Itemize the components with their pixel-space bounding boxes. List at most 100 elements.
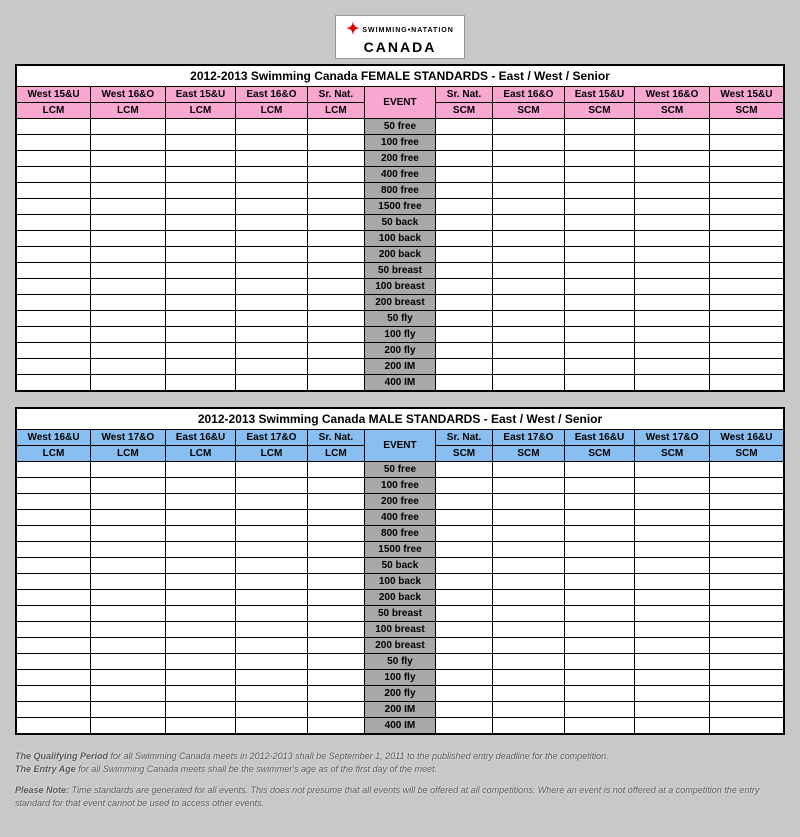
cell: 1:10.07: [564, 622, 635, 638]
cell: 2:16.04: [709, 590, 784, 606]
cell: 56.79: [307, 670, 364, 686]
cell: 2:25.90: [236, 247, 307, 263]
col-subheader: LCM: [16, 446, 91, 462]
cell: 25.97: [307, 654, 364, 670]
cell: 2:13.70: [236, 702, 307, 718]
cell: 200 breast: [365, 295, 436, 311]
cell: 9:06.08: [236, 526, 307, 542]
cell: 2:15.68: [236, 686, 307, 702]
cell: 1:00.67: [564, 574, 635, 590]
col-subheader: LCM: [307, 103, 364, 119]
cell: 1:07.70: [236, 231, 307, 247]
cell: 18:48.51: [165, 199, 236, 215]
cell: 36.74: [91, 263, 166, 279]
logo: ✦ SWIMMING•NATATION CANADA: [15, 15, 785, 59]
cell: 2:20.25: [16, 686, 91, 702]
cell: 2:11.46: [91, 151, 166, 167]
cell: 1:06.28: [493, 231, 564, 247]
cell: 1:10.07: [635, 622, 710, 638]
cell: 2:24.04: [307, 638, 364, 654]
table-title: 2012-2013 Swimming Canada MALE STANDARDS…: [16, 408, 784, 430]
col-header: Sr. Nat.: [435, 430, 492, 446]
cell: 2:37.70: [165, 638, 236, 654]
cell: 200 fly: [365, 343, 436, 359]
cell: 50 fly: [365, 311, 436, 327]
col-header: East 16&O: [493, 87, 564, 103]
cell: 2:17.50: [709, 686, 784, 702]
col-header: Sr. Nat.: [307, 87, 364, 103]
cell: 4:51.71: [165, 718, 236, 735]
cell: 200 back: [365, 590, 436, 606]
cell: 2:02.46: [435, 590, 492, 606]
cell: 1:08.52: [236, 622, 307, 638]
cell: 2:29.56: [709, 359, 784, 375]
cell: 28.24: [635, 558, 710, 574]
cell: 59.89: [307, 574, 364, 590]
cell: 54.64: [564, 478, 635, 494]
cell: 4:16.07: [564, 510, 635, 526]
col-header: West 17&O: [635, 430, 710, 446]
cell: 1500 free: [365, 542, 436, 558]
cell: 2:14.48: [564, 702, 635, 718]
cell: 2:09.12: [635, 151, 710, 167]
cell: 1:02.72: [16, 670, 91, 686]
cell: 27.02: [564, 654, 635, 670]
cell: 4:32.79: [635, 167, 710, 183]
cell: 2:14.00: [635, 590, 710, 606]
cell: 17:31.89: [91, 542, 166, 558]
cell: 1:02.95: [435, 622, 492, 638]
cell: 4:56.09: [16, 718, 91, 735]
col-header: EVENT: [365, 87, 436, 119]
table-title: 2012-2013 Swimming Canada FEMALE STANDAR…: [16, 65, 784, 87]
cell: 1:12.42: [16, 622, 91, 638]
cell: 9:06.08: [16, 526, 91, 542]
cell: 29.66: [635, 311, 710, 327]
cell: 2:20.25: [16, 702, 91, 718]
cell: 2:08.52: [493, 151, 564, 167]
cell: 2:33.27: [91, 638, 166, 654]
cell: 1:17.69: [236, 279, 307, 295]
cell: 1:03.06: [307, 327, 364, 343]
cell: 27.77: [165, 654, 236, 670]
cell: 100 free: [365, 478, 436, 494]
cell: 1:57.26: [493, 494, 564, 510]
cell: 17:40.88: [16, 542, 91, 558]
cell: 2:42.78: [493, 295, 564, 311]
cell: 18:22.62: [635, 199, 710, 215]
cell: 2:34.00: [709, 638, 784, 654]
cell: 32.48: [91, 215, 166, 231]
cell: 1:18.42: [564, 279, 635, 295]
cell: 2:02.34: [16, 494, 91, 510]
cell: 1:11.00: [709, 622, 784, 638]
cell: 2:21.92: [307, 343, 364, 359]
cell: 56.51: [435, 135, 492, 151]
col-header: Sr. Nat.: [435, 87, 492, 103]
cell: 1:59.24: [91, 494, 166, 510]
cell: 2:08.60: [307, 686, 364, 702]
cell: 2:23.79: [635, 247, 710, 263]
cell: 8:08.82: [635, 526, 710, 542]
cell: 17:31.41: [307, 199, 364, 215]
cell: 36.55: [165, 263, 236, 279]
cell: 17:01.05: [564, 542, 635, 558]
cell: 53.59: [635, 478, 710, 494]
cell: 2:15.08: [91, 590, 166, 606]
cell: 2:08.28: [493, 702, 564, 718]
cell: 1:20.00: [165, 279, 236, 295]
cell: 400 free: [365, 510, 436, 526]
cell: 1:59.40: [236, 494, 307, 510]
cell: 33.82: [165, 606, 236, 622]
cell: 8:41.04: [307, 526, 364, 542]
col-subheader: SCM: [635, 446, 710, 462]
cell: 4:52.96: [236, 718, 307, 735]
cell: 30.49: [564, 311, 635, 327]
cell: 26.16: [435, 119, 492, 135]
cell: 8:17.08: [435, 183, 492, 199]
cell: 1:09.05: [16, 231, 91, 247]
cell: 2:10.78: [493, 590, 564, 606]
cell: 200 breast: [365, 638, 436, 654]
cell: 4:13.36: [493, 510, 564, 526]
cell: 100 back: [365, 574, 436, 590]
cell: 53.59: [493, 478, 564, 494]
cell: 2:12.63: [493, 686, 564, 702]
